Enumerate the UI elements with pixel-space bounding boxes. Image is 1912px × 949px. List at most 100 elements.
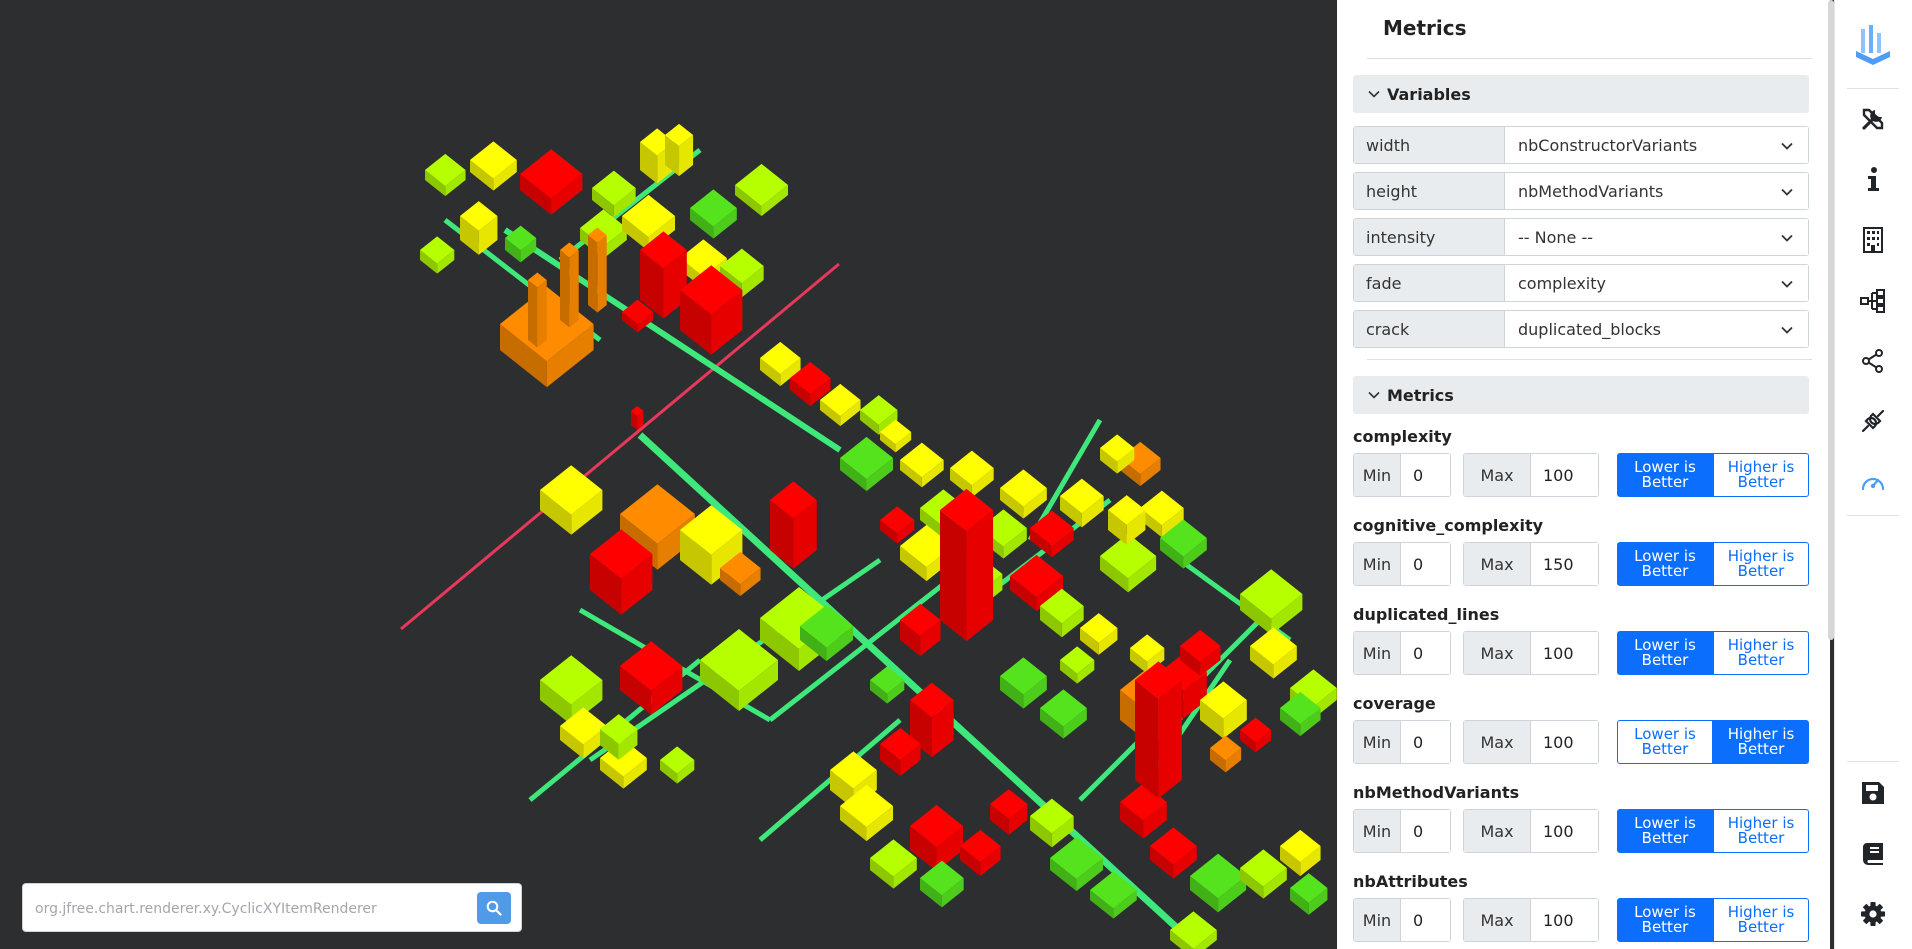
lower-is-better-button[interactable]: Lower is Better [1617,898,1713,942]
building[interactable] [870,666,905,694]
building[interactable] [840,784,894,828]
max-input[interactable]: 100 [1531,721,1598,763]
building[interactable] [1240,717,1272,743]
building[interactable] [940,488,994,532]
building[interactable] [720,551,761,585]
building[interactable] [840,436,894,480]
building[interactable] [660,746,695,774]
building[interactable] [690,189,737,227]
building[interactable] [900,524,954,568]
building[interactable] [540,655,603,705]
building-button[interactable] [1851,218,1895,262]
search-button[interactable] [477,892,511,924]
building[interactable] [560,242,579,258]
building[interactable] [910,682,954,718]
max-input[interactable]: 100 [1531,899,1598,941]
building[interactable] [1100,533,1157,579]
building[interactable] [1030,510,1074,546]
share-button[interactable] [1851,339,1895,383]
building[interactable] [1240,849,1287,887]
building[interactable] [770,481,817,519]
building[interactable] [1280,691,1321,725]
hierarchy-button[interactable] [1851,279,1895,323]
building[interactable] [665,123,694,147]
building[interactable] [680,239,727,277]
info-button[interactable] [1851,157,1895,201]
building[interactable] [1200,681,1247,719]
building[interactable] [760,341,801,375]
higher-is-better-button[interactable]: Higher is Better [1713,542,1809,586]
building[interactable] [1108,495,1146,525]
max-input[interactable]: 150 [1531,543,1598,585]
lower-is-better-button[interactable]: Lower is Better [1617,631,1713,675]
building[interactable] [1000,657,1047,695]
min-input[interactable]: 0 [1401,454,1450,496]
building[interactable] [505,225,537,251]
building[interactable] [1040,689,1087,727]
building[interactable] [1210,735,1242,761]
gauge-button[interactable] [1851,460,1895,504]
building[interactable] [1010,554,1064,598]
building[interactable] [1290,873,1328,903]
higher-is-better-button[interactable]: Higher is Better [1713,720,1809,764]
building[interactable] [1160,519,1207,557]
lower-is-better-button[interactable]: Lower is Better [1617,453,1713,497]
tools-button[interactable] [1851,97,1895,141]
higher-is-better-button[interactable]: Higher is Better [1713,898,1809,942]
settings-button[interactable] [1851,892,1895,936]
building[interactable] [1140,490,1184,526]
city-visualization[interactable] [0,0,1337,949]
building[interactable] [640,128,675,156]
building[interactable] [830,751,877,789]
building[interactable] [1180,629,1221,663]
building[interactable] [1150,827,1197,865]
building[interactable] [520,149,583,199]
building[interactable] [1290,669,1337,707]
plugin-button[interactable] [1851,399,1895,443]
building[interactable] [425,153,466,187]
building[interactable] [1240,569,1303,619]
variable-select-intensity[interactable]: -- None -- [1505,219,1808,255]
building[interactable] [900,603,941,637]
building[interactable] [1280,829,1321,863]
building[interactable] [1160,653,1207,691]
min-input[interactable]: 0 [1401,632,1450,674]
building[interactable] [900,442,944,478]
book-button[interactable] [1851,832,1895,876]
variables-section-toggle[interactable]: Variables [1353,75,1809,113]
max-input[interactable]: 100 [1531,810,1598,852]
building[interactable] [540,465,603,515]
building[interactable] [880,727,921,761]
building[interactable] [620,641,683,691]
building[interactable] [720,248,764,284]
building[interactable] [1080,613,1118,643]
building[interactable] [631,406,644,416]
metrics-section-toggle[interactable]: Metrics [1353,376,1809,414]
lower-is-better-button[interactable]: Lower is Better [1617,542,1713,586]
building[interactable] [1000,469,1047,507]
building[interactable] [700,629,778,691]
lower-is-better-button[interactable]: Lower is Better [1617,809,1713,853]
panel-scrollbar[interactable] [1828,0,1834,640]
building[interactable] [1030,798,1074,834]
building[interactable] [735,163,789,207]
city-viewport[interactable] [0,0,1337,949]
min-input[interactable]: 0 [1401,810,1450,852]
building[interactable] [1135,661,1182,699]
building[interactable] [588,227,607,243]
building[interactable] [910,804,964,848]
building[interactable] [1190,853,1247,899]
building[interactable] [870,839,917,877]
building[interactable] [590,529,653,579]
lower-is-better-button[interactable]: Lower is Better [1617,720,1713,764]
building[interactable] [592,170,636,206]
building[interactable] [920,860,964,896]
save-button[interactable] [1851,771,1895,815]
building[interactable] [1050,836,1104,880]
higher-is-better-button[interactable]: Higher is Better [1713,631,1809,675]
building[interactable] [1040,588,1084,624]
building[interactable] [880,506,915,534]
building[interactable] [950,450,994,486]
building[interactable] [1170,911,1217,949]
building[interactable] [560,707,607,745]
